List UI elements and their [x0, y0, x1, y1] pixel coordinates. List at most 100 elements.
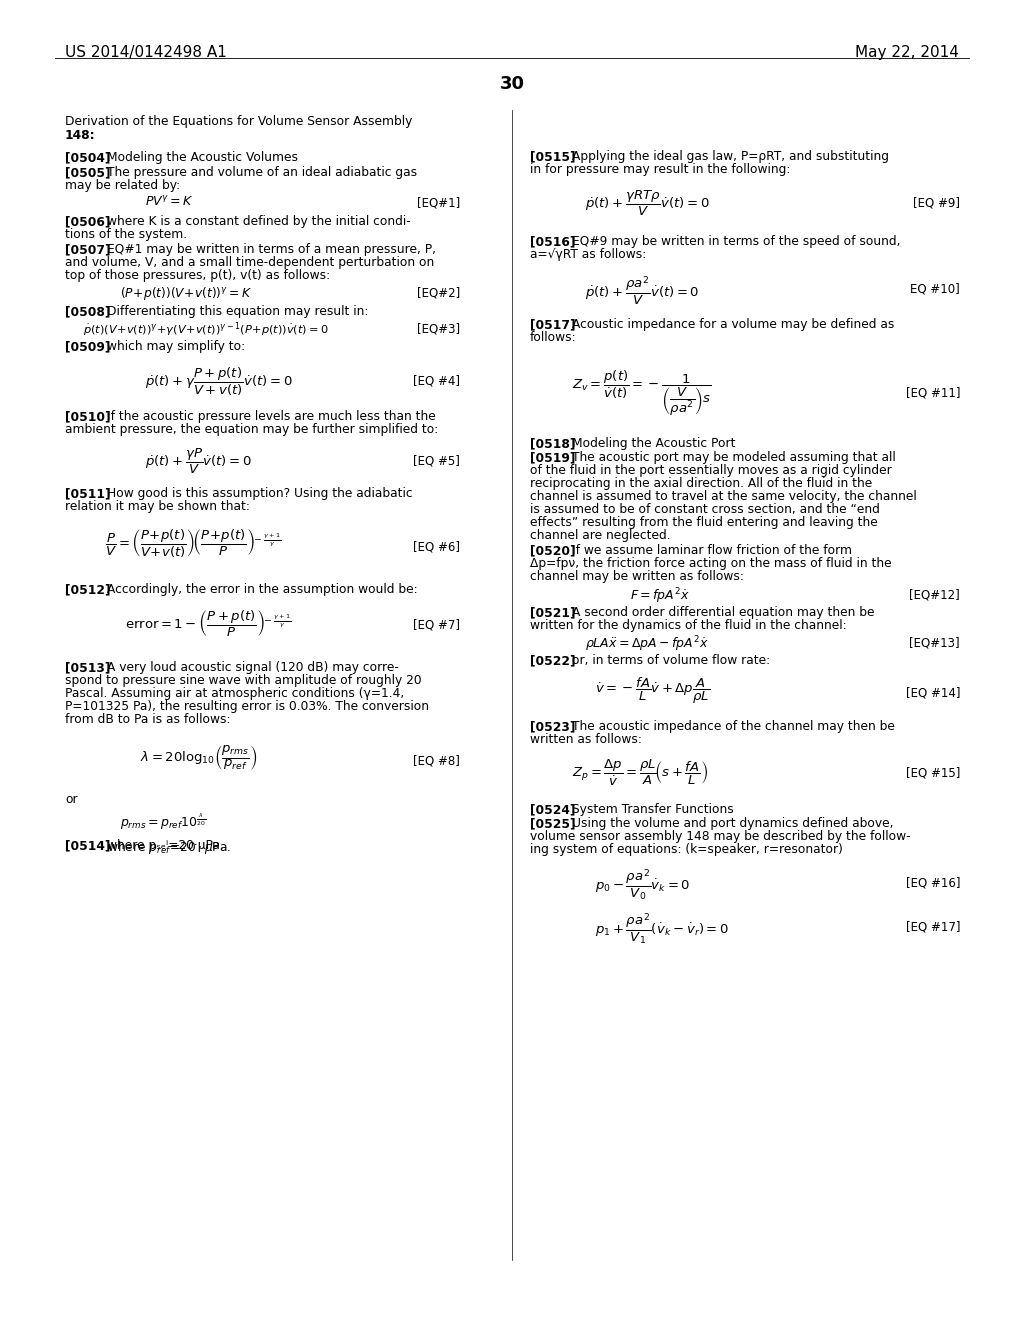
Text: [0524]: [0524]: [530, 803, 575, 816]
Text: $Z_v = \dfrac{p(t)}{\dot{v}(t)} = -\dfrac{1}{\left(\dfrac{V}{\rho a^2}\right)s}$: $Z_v = \dfrac{p(t)}{\dot{v}(t)} = -\dfra…: [572, 370, 712, 418]
Text: [0519]: [0519]: [530, 451, 575, 465]
Text: Derivation of the Equations for Volume Sensor Assembly: Derivation of the Equations for Volume S…: [65, 115, 413, 128]
Text: [0522]: [0522]: [530, 653, 575, 667]
Text: System Transfer Functions: System Transfer Functions: [572, 803, 734, 816]
Text: [EQ #9]: [EQ #9]: [913, 197, 961, 210]
Text: [EQ #5]: [EQ #5]: [413, 455, 460, 469]
Text: in for pressure may result in the following:: in for pressure may result in the follow…: [530, 162, 791, 176]
Text: EQ#9 may be written in terms of the speed of sound,: EQ#9 may be written in terms of the spee…: [572, 235, 900, 248]
Text: Using the volume and port dynamics defined above,: Using the volume and port dynamics defin…: [572, 817, 894, 830]
Text: $p_0 - \dfrac{\rho a^2}{V_0}\dot{v}_k = 0$: $p_0 - \dfrac{\rho a^2}{V_0}\dot{v}_k = …: [595, 867, 690, 902]
Text: The acoustic port may be modeled assuming that all: The acoustic port may be modeled assumin…: [572, 451, 896, 465]
Text: [EQ #6]: [EQ #6]: [413, 540, 460, 553]
Text: [EQ #7]: [EQ #7]: [413, 619, 460, 632]
Text: from dB to Pa is as follows:: from dB to Pa is as follows:: [65, 713, 230, 726]
Text: [0505]: [0505]: [65, 166, 111, 180]
Text: channel are neglected.: channel are neglected.: [530, 529, 671, 543]
Text: Applying the ideal gas law, P=ρRT, and substituting: Applying the ideal gas law, P=ρRT, and s…: [572, 150, 889, 162]
Text: [0518]: [0518]: [530, 437, 575, 450]
Text: [0511]: [0511]: [65, 487, 111, 500]
Text: [0504]: [0504]: [65, 150, 111, 164]
Text: Differentiating this equation may result in:: Differentiating this equation may result…: [106, 305, 369, 318]
Text: [0520]: [0520]: [530, 544, 575, 557]
Text: or: or: [65, 793, 78, 807]
Text: EQ #10]: EQ #10]: [910, 282, 961, 294]
Text: $\dot{p}(t)(V\!+\!v(t))^{\gamma}\!+\!\gamma(V\!+\!v(t))^{\gamma-1}(P\!+\!p(t))\d: $\dot{p}(t)(V\!+\!v(t))^{\gamma}\!+\!\ga…: [83, 319, 329, 339]
Text: The acoustic impedance of the channel may then be: The acoustic impedance of the channel ma…: [572, 719, 895, 733]
Text: How good is this assumption? Using the adiabatic: How good is this assumption? Using the a…: [106, 487, 413, 500]
Text: $\dot{p}(t) + \dfrac{\rho a^2}{V}\dot{v}(t) = 0$: $\dot{p}(t) + \dfrac{\rho a^2}{V}\dot{v}…: [585, 275, 699, 306]
Text: [0521]: [0521]: [530, 606, 575, 619]
Text: a=√γRT as follows:: a=√γRT as follows:: [530, 248, 646, 261]
Text: follows:: follows:: [530, 331, 577, 345]
Text: A very loud acoustic signal (120 dB) may corre-: A very loud acoustic signal (120 dB) may…: [106, 661, 399, 675]
Text: P=101325 Pa), the resulting error is 0.03%. The conversion: P=101325 Pa), the resulting error is 0.0…: [65, 700, 429, 713]
Text: [EQ#13]: [EQ#13]: [909, 636, 961, 649]
Text: top of those pressures, p(t), v(t) as follows:: top of those pressures, p(t), v(t) as fo…: [65, 269, 330, 282]
Text: and volume, V, and a small time-dependent perturbation on: and volume, V, and a small time-dependen…: [65, 256, 434, 269]
Text: Δp=fpν, the friction force acting on the mass of fluid in the: Δp=fpν, the friction force acting on the…: [530, 557, 892, 570]
Text: [EQ #16]: [EQ #16]: [905, 876, 961, 890]
Text: tions of the system.: tions of the system.: [65, 228, 187, 242]
Text: [0507]: [0507]: [65, 243, 111, 256]
Text: [0509]: [0509]: [65, 341, 111, 352]
Text: Modeling the Acoustic Volumes: Modeling the Acoustic Volumes: [106, 150, 298, 164]
Text: If the acoustic pressure levels are much less than the: If the acoustic pressure levels are much…: [106, 411, 436, 422]
Text: Acoustic impedance for a volume may be defined as: Acoustic impedance for a volume may be d…: [572, 318, 894, 331]
Text: [0513]: [0513]: [65, 661, 111, 675]
Text: ambient pressure, the equation may be further simplified to:: ambient pressure, the equation may be fu…: [65, 422, 438, 436]
Text: $\rho L A\ddot{x}=\Delta p A-fp A^2\dot{x}$: $\rho L A\ddot{x}=\Delta p A-fp A^2\dot{…: [585, 634, 709, 653]
Text: effects” resulting from the fluid entering and leaving the: effects” resulting from the fluid enteri…: [530, 516, 878, 529]
Text: channel is assumed to travel at the same velocity, the channel: channel is assumed to travel at the same…: [530, 490, 916, 503]
Text: [EQ #17]: [EQ #17]: [905, 921, 961, 935]
Text: spond to pressure sine wave with amplitude of roughly 20: spond to pressure sine wave with amplitu…: [65, 675, 422, 686]
Text: [0512]: [0512]: [65, 583, 111, 597]
Text: [0514]: [0514]: [65, 840, 111, 851]
Text: [0523]: [0523]: [530, 719, 575, 733]
Text: written for the dynamics of the fluid in the channel:: written for the dynamics of the fluid in…: [530, 619, 847, 632]
Text: $Z_p = \dfrac{\Delta p}{\dot{v}} = \dfrac{\rho L}{A}\!\left(s + \dfrac{fA}{L}\ri: $Z_p = \dfrac{\Delta p}{\dot{v}} = \dfra…: [572, 756, 709, 788]
Text: [EQ #8]: [EQ #8]: [413, 755, 460, 768]
Text: $\mathrm{error} = 1 - \left(\dfrac{P+p(t)}{P}\right)^{\!\!-\frac{\gamma+1}{\gamm: $\mathrm{error} = 1 - \left(\dfrac{P+p(t…: [125, 609, 291, 639]
Text: [EQ#1]: [EQ#1]: [417, 197, 460, 210]
Text: $\dot{p}(t) + \dfrac{\gamma RT\rho}{V}\dot{v}(t) = 0$: $\dot{p}(t) + \dfrac{\gamma RT\rho}{V}\d…: [585, 189, 710, 218]
Text: may be related by:: may be related by:: [65, 180, 180, 191]
Text: ing system of equations: (k=speaker, r=resonator): ing system of equations: (k=speaker, r=r…: [530, 843, 843, 855]
Text: The pressure and volume of an ideal adiabatic gas: The pressure and volume of an ideal adia…: [106, 166, 417, 180]
Text: [EQ#3]: [EQ#3]: [417, 322, 460, 335]
Text: where $p_{ref}\!=\!20\cdot\mu$Pa.: where $p_{ref}\!=\!20\cdot\mu$Pa.: [106, 840, 231, 855]
Text: Modeling the Acoustic Port: Modeling the Acoustic Port: [572, 437, 735, 450]
Text: [0517]: [0517]: [530, 318, 575, 331]
Text: volume sensor assembly 148 may be described by the follow-: volume sensor assembly 148 may be descri…: [530, 830, 910, 843]
Text: where K is a constant defined by the initial condi-: where K is a constant defined by the ini…: [106, 215, 411, 228]
Text: [EQ #11]: [EQ #11]: [905, 387, 961, 400]
Text: $\dot{p}(t) + \gamma\dfrac{P+p(t)}{V+v(t)}\dot{v}(t) = 0$: $\dot{p}(t) + \gamma\dfrac{P+p(t)}{V+v(t…: [145, 366, 293, 399]
Text: [0510]: [0510]: [65, 411, 111, 422]
Text: channel may be written as follows:: channel may be written as follows:: [530, 570, 743, 583]
Text: reciprocating in the axial direction. All of the fluid in the: reciprocating in the axial direction. Al…: [530, 477, 872, 490]
Text: [0516]: [0516]: [530, 235, 575, 248]
Text: of the fluid in the port essentially moves as a rigid cylinder: of the fluid in the port essentially mov…: [530, 465, 892, 477]
Text: [EQ#2]: [EQ#2]: [417, 286, 460, 300]
Text: or, in terms of volume flow rate:: or, in terms of volume flow rate:: [572, 653, 770, 667]
Text: [0525]: [0525]: [530, 817, 575, 830]
Text: [EQ #15]: [EQ #15]: [905, 767, 961, 780]
Text: US 2014/0142498 A1: US 2014/0142498 A1: [65, 45, 227, 59]
Text: written as follows:: written as follows:: [530, 733, 642, 746]
Text: $p_1 + \dfrac{\rho a^2}{V_1}(\dot{v}_k - \dot{v}_r) = 0$: $p_1 + \dfrac{\rho a^2}{V_1}(\dot{v}_k -…: [595, 911, 729, 946]
Text: $p_{rms} = p_{ref}10^{\frac{\lambda}{20}}$: $p_{rms} = p_{ref}10^{\frac{\lambda}{20}…: [120, 810, 207, 832]
Text: [EQ #14]: [EQ #14]: [905, 686, 961, 700]
Text: [0508]: [0508]: [65, 305, 111, 318]
Text: Pascal. Assuming air at atmospheric conditions (γ=1.4,: Pascal. Assuming air at atmospheric cond…: [65, 686, 404, 700]
Text: A second order differential equation may then be: A second order differential equation may…: [572, 606, 874, 619]
Text: relation it may be shown that:: relation it may be shown that:: [65, 500, 250, 513]
Text: If we assume laminar flow friction of the form: If we assume laminar flow friction of th…: [572, 544, 852, 557]
Text: which may simplify to:: which may simplify to:: [106, 341, 245, 352]
Text: [0515]: [0515]: [530, 150, 575, 162]
Text: $\dot{v} = -\dfrac{fA}{L}\dot{v} + \Delta p\dfrac{A}{\rho L}$: $\dot{v} = -\dfrac{fA}{L}\dot{v} + \Delt…: [595, 676, 710, 706]
Text: [EQ #4]: [EQ #4]: [413, 374, 460, 387]
Text: 148:: 148:: [65, 129, 95, 143]
Text: is assumed to be of constant cross section, and the “end: is assumed to be of constant cross secti…: [530, 503, 880, 516]
Text: [EQ#12]: [EQ#12]: [909, 587, 961, 601]
Text: Accordingly, the error in the assumption would be:: Accordingly, the error in the assumption…: [106, 583, 418, 597]
